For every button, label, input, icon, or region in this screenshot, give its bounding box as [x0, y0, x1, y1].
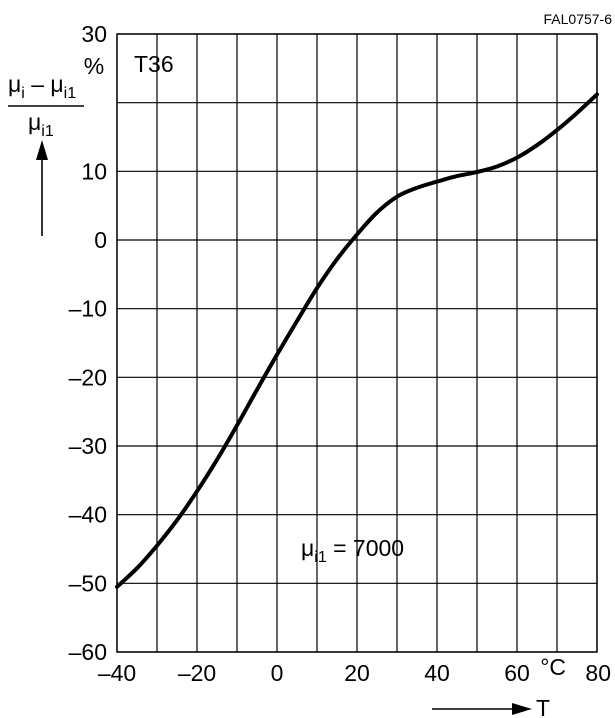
y-tick-labels: –60 –50 –40 –30 –20 –10 0 10 30 [69, 21, 107, 665]
y-numerator-mu1: μ [8, 71, 21, 97]
mu-annotation-symbol: μ [301, 535, 314, 561]
y-axis-label-numerator: μi – μi1 [8, 71, 76, 102]
x-axis-symbol: T [536, 695, 550, 718]
y-numerator-sub2: i1 [64, 85, 77, 102]
y-tick-label: 30 [81, 21, 107, 47]
y-tick-label: –50 [69, 570, 107, 596]
x-axis-unit: °C [540, 654, 566, 680]
y-tick-label: –30 [69, 433, 107, 459]
x-tick-label: 60 [504, 660, 530, 686]
y-numerator-sub1: i [21, 85, 25, 102]
y-denominator-sub: i1 [41, 123, 54, 140]
mu-annotation-value: = 7000 [327, 535, 404, 561]
y-tick-label: –60 [69, 639, 107, 665]
plot-frame [116, 33, 598, 653]
x-tick-labels: –40 –20 0 20 40 60 80 [98, 660, 611, 686]
y-numerator-minus: – [25, 71, 51, 97]
y-numerator-mu2: μ [50, 71, 63, 97]
y-tick-label: –40 [69, 502, 107, 528]
y-tick-label: –10 [69, 296, 107, 322]
x-tick-label: –20 [178, 660, 216, 686]
mu-annotation: μi1 = 7000 [301, 535, 404, 566]
y-denominator-mu: μ [28, 109, 41, 135]
x-axis-arrow-icon [432, 703, 532, 715]
figure-code: FAL0757-6 [544, 11, 613, 27]
x-tick-label: –40 [98, 660, 136, 686]
y-tick-label: 10 [81, 158, 107, 184]
y-axis-unit: % [84, 53, 104, 79]
y-tick-label: –20 [69, 364, 107, 390]
material-label: T36 [134, 51, 174, 77]
x-tick-label: 40 [424, 660, 450, 686]
x-tick-label: 20 [344, 660, 370, 686]
data-series-line [115, 92, 599, 589]
y-axis-arrow-icon [36, 140, 48, 236]
mu-annotation-subscript: i1 [314, 549, 327, 566]
y-tick-label: 0 [94, 227, 107, 253]
x-tick-label: 80 [585, 660, 611, 686]
x-tick-label: 0 [271, 660, 284, 686]
y-axis-label-denominator: μi1 [28, 109, 54, 140]
